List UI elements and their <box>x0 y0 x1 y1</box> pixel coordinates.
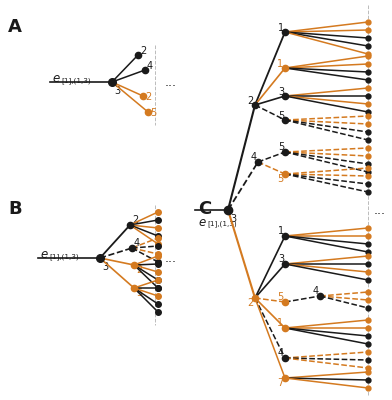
Text: 2: 2 <box>145 92 151 102</box>
Text: e: e <box>52 72 59 86</box>
Text: [1],(1,3): [1],(1,3) <box>61 78 91 84</box>
Text: 3: 3 <box>278 87 284 97</box>
Text: A: A <box>8 18 22 36</box>
Text: 4: 4 <box>313 286 319 296</box>
Text: ...: ... <box>374 204 386 216</box>
Text: ...: ... <box>165 76 177 88</box>
Text: 5: 5 <box>277 174 283 184</box>
Text: 1: 1 <box>278 226 284 236</box>
Text: 1: 1 <box>277 318 283 328</box>
Text: e: e <box>198 216 205 228</box>
Text: 7: 7 <box>277 378 283 388</box>
Text: e: e <box>40 248 47 262</box>
Text: 2: 2 <box>136 265 142 275</box>
Text: 5: 5 <box>150 108 156 118</box>
Text: 4: 4 <box>251 152 257 162</box>
Text: 4: 4 <box>278 348 284 358</box>
Text: 3: 3 <box>230 214 236 224</box>
Text: ...: ... <box>165 252 177 264</box>
Text: 3: 3 <box>114 86 120 96</box>
Text: 5: 5 <box>136 288 142 298</box>
Text: 5: 5 <box>278 142 284 152</box>
Text: 4: 4 <box>147 61 153 71</box>
Text: 5: 5 <box>278 111 284 121</box>
Text: 5: 5 <box>277 292 283 302</box>
Text: 3: 3 <box>102 262 108 272</box>
Text: [1],(1,3): [1],(1,3) <box>49 254 79 260</box>
Text: B: B <box>8 200 22 218</box>
Text: 1: 1 <box>277 59 283 69</box>
Text: 4: 4 <box>134 238 140 248</box>
Text: 3: 3 <box>278 254 284 264</box>
Text: C: C <box>198 200 211 218</box>
Text: 2: 2 <box>140 46 146 56</box>
Text: 2: 2 <box>247 298 253 308</box>
Text: 1: 1 <box>278 23 284 33</box>
Text: [1],(1,3): [1],(1,3) <box>207 221 237 227</box>
Text: 2: 2 <box>247 96 253 106</box>
Text: 2: 2 <box>132 215 138 225</box>
